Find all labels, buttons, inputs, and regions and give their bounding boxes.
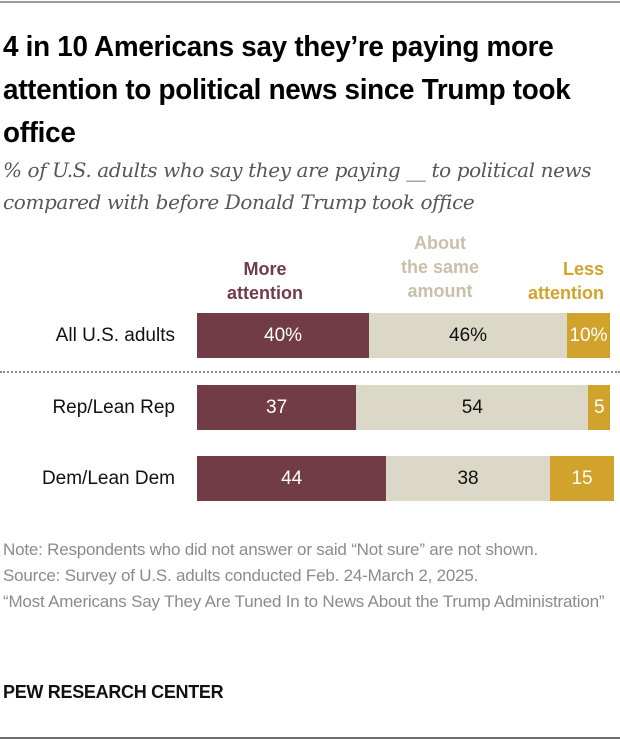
- bar-segment-more-attention: 40%: [197, 313, 370, 358]
- footnotes: Note: Respondents who did not answer or …: [3, 537, 615, 615]
- bar-segment-less-attention: 5: [588, 385, 610, 430]
- legend-less-line-1: Less: [562, 259, 604, 279]
- bar-segment-more-attention: 44: [197, 456, 387, 501]
- legend-less-line-2: attention: [528, 283, 604, 303]
- data-label-same: 46%: [449, 324, 488, 346]
- data-label-more: 44: [281, 467, 303, 489]
- data-label-more: 37: [266, 396, 288, 418]
- bar-segment-about-the-same: 38: [386, 456, 550, 501]
- legend-same-line-1: About: [414, 233, 466, 253]
- bar-segment-more-attention: 37: [197, 385, 357, 430]
- chart-title: 4 in 10 Americans say they’re paying mor…: [3, 31, 571, 149]
- row-label-all-adults: All U.S. adults: [55, 325, 175, 346]
- legend-same-line-2: the same: [400, 257, 480, 277]
- data-label-same: 38: [457, 467, 479, 489]
- legend-about-the-same: About the same amount: [380, 231, 500, 303]
- data-label-same: 54: [461, 396, 483, 418]
- legend-same-line-3: amount: [407, 281, 473, 301]
- bar-row-all-adults: 40% 46% 10%: [197, 313, 610, 358]
- bar-segment-about-the-same: 46%: [369, 313, 567, 358]
- top-rule: [0, 1, 620, 3]
- pew-research-center-logo: PEW RESEARCH CENTER: [3, 682, 224, 702]
- data-label-less: 15: [571, 467, 593, 489]
- row-label-dem-lean-dem: Dem/Lean Dem: [41, 468, 175, 489]
- bottom-rule: [0, 737, 620, 739]
- legend-less-attention: Less attention: [500, 257, 604, 305]
- legend-more-attention: More attention: [205, 257, 325, 305]
- data-label-more: 40%: [264, 324, 303, 346]
- dotted-divider: [0, 371, 620, 373]
- note-text: Note: Respondents who did not answer or …: [3, 540, 539, 559]
- source-text: Source: Survey of U.S. adults conducted …: [3, 566, 479, 585]
- bar-row-rep-lean-rep: 37 54 5: [197, 385, 610, 430]
- data-label-less: 5: [593, 396, 605, 418]
- bar-segment-less-attention: 10%: [566, 313, 610, 358]
- legend-more-line-1: More: [243, 259, 287, 279]
- bar-segment-less-attention: 15: [549, 456, 615, 501]
- data-label-less: 10%: [569, 324, 608, 346]
- row-label-rep-lean-rep: Rep/Lean Rep: [52, 397, 175, 418]
- legend-more-line-2: attention: [227, 283, 303, 303]
- report-title: “Most Americans Say They Are Tuned In to…: [3, 592, 605, 611]
- chart-subtitle: % of U.S. adults who say they are paying…: [3, 158, 592, 214]
- bar-row-dem-lean-dem: 44 38 15: [197, 456, 615, 501]
- bar-segment-about-the-same: 54: [356, 385, 589, 430]
